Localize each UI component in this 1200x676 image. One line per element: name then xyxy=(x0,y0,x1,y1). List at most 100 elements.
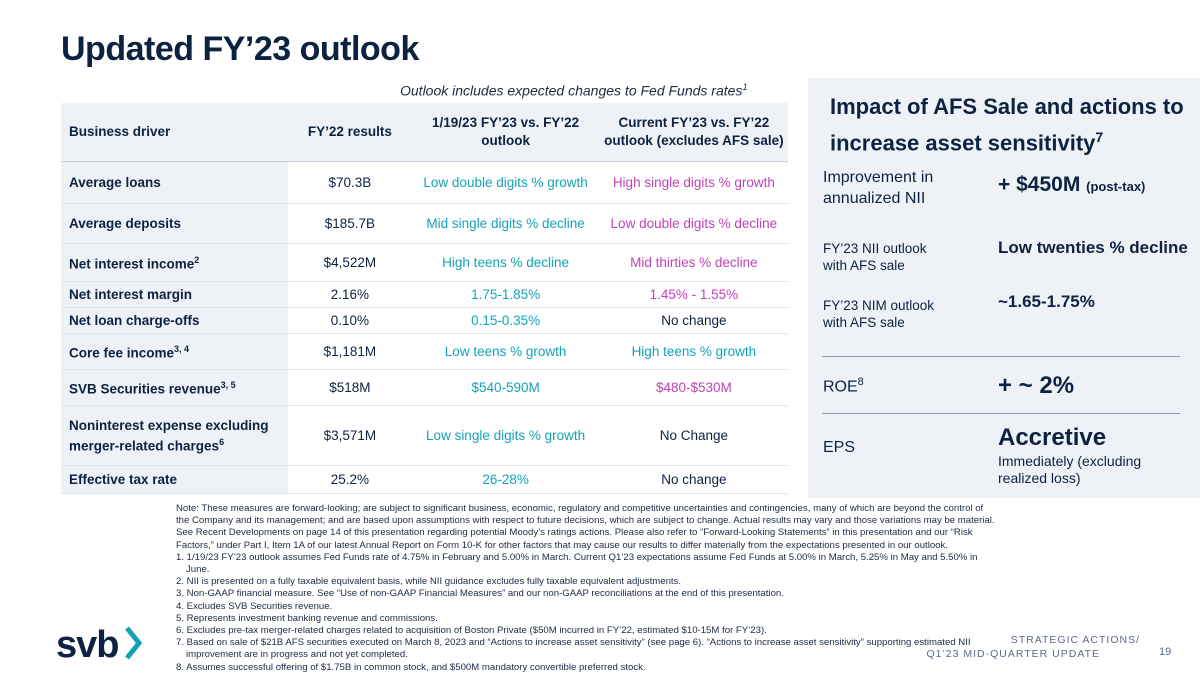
table-row: Net loan charge-offs 0.10% 0.15-0.35% No ch… xyxy=(61,307,788,334)
footer-line-2: Q1’23 MID-QUARTER UPDATE xyxy=(926,648,1100,660)
driver-label: Effective tax rate xyxy=(69,472,178,487)
nim-outlook-value: ~1.65-1.75% xyxy=(998,292,1095,311)
page-title: Updated FY’23 outlook xyxy=(61,30,419,68)
cell-jan-outlook: Mid single digits % decline xyxy=(411,203,600,244)
footnote-list: 1. 1/19/23 FY’23 outlook assumes Fed Fun… xyxy=(176,552,998,674)
panel-divider-1 xyxy=(822,356,1180,357)
roe-footnote: 8 xyxy=(857,376,864,388)
driver-label: Average loans xyxy=(69,175,161,190)
cell-business-driver: Net interest margin xyxy=(61,281,289,308)
driver-footnote: 3, 4 xyxy=(174,344,190,355)
table-body: Average loans $70.3B Low double digits % g… xyxy=(61,161,788,494)
footnote-intro: Note: These measures are forward-looking… xyxy=(176,503,995,551)
cell-jan-outlook: $540-590M xyxy=(411,369,600,406)
footnote-item: 2. NII is presented on a fully taxable e… xyxy=(176,576,682,588)
subtitle-footnote: 1 xyxy=(742,82,748,92)
footnote-item: 8. Assumes successful offering of $1.75B… xyxy=(176,661,646,673)
cell-fy22-results: $3,571M xyxy=(288,405,412,466)
cell-jan-outlook: Low single digits % growth xyxy=(411,405,600,466)
footnote-item: 4. Excludes SVB Securities revenue. xyxy=(176,600,333,612)
cell-fy22-results: 25.2% xyxy=(288,465,412,494)
driver-footnote: 6 xyxy=(219,436,225,447)
roe-label: ROE8 xyxy=(823,372,864,397)
driver-footnote: 3, 5 xyxy=(220,380,236,391)
cell-business-driver: SVB Securities revenue3, 5 xyxy=(61,369,289,406)
header-current-outlook: Current FY’23 vs. FY’22 outlook (exclude… xyxy=(599,103,788,162)
driver-label: Net interest margin xyxy=(69,287,193,302)
roe-label-text: ROE xyxy=(823,378,858,396)
cell-fy22-results: $4,522M xyxy=(288,243,412,282)
driver-footnote: 2 xyxy=(194,255,200,266)
driver-label: Average deposits xyxy=(69,216,182,231)
outlook-table: Business driver FY’22 results 1/19/23 FY… xyxy=(61,103,788,494)
cell-business-driver: Net loan charge-offs xyxy=(61,307,289,334)
footnote-item: 5. Represents investment banking revenue… xyxy=(176,612,438,624)
cell-jan-outlook: Low teens % growth xyxy=(411,333,600,370)
nim-outlook-label: FY’23 NIM outlook with AFS sale xyxy=(823,298,935,330)
cell-fy22-results: $518M xyxy=(288,369,412,406)
cell-jan-outlook: Low double digits % growth xyxy=(411,161,600,204)
nii-outlook-value: Low twenties % decline xyxy=(998,238,1188,257)
cell-current-outlook: No change xyxy=(599,307,788,334)
cell-business-driver: Core fee income3, 4 xyxy=(61,333,289,370)
driver-label: Noninterest expense excluding merger-rel… xyxy=(69,417,269,454)
driver-label: Core fee income xyxy=(69,345,175,361)
table-subtitle: Outlook includes expected changes to Fed… xyxy=(400,82,747,99)
cell-current-outlook: $480-$530M xyxy=(599,369,788,406)
cell-current-outlook: High teens % growth xyxy=(599,333,788,370)
header-jan-outlook: 1/19/23 FY’23 vs. FY’22 outlook xyxy=(411,103,600,162)
eps-value: Accretive xyxy=(998,424,1107,451)
cell-fy22-results: $1,181M xyxy=(288,333,412,370)
cell-current-outlook: Mid thirties % decline xyxy=(599,243,788,282)
svb-logo: svb xyxy=(56,624,119,666)
cell-jan-outlook: 1.75-1.85% xyxy=(411,281,600,308)
header-business-driver: Business driver xyxy=(61,103,289,162)
cell-fy22-results: 2.16% xyxy=(288,281,412,308)
cell-jan-outlook: 0.15-0.35% xyxy=(411,307,600,334)
cell-business-driver: Net interest income2 xyxy=(61,243,289,282)
subtitle-text: Outlook includes expected changes to Fed… xyxy=(400,82,743,99)
table-row: Effective tax rate 25.2% 26-28% No change xyxy=(61,465,788,494)
page-number: 19 xyxy=(1159,646,1172,658)
cell-current-outlook: 1.45% - 1.55% xyxy=(599,281,788,308)
footnote-item: 1. 1/19/23 FY’23 outlook assumes Fed Fun… xyxy=(176,551,978,576)
cell-current-outlook: High single digits % growth xyxy=(599,161,788,204)
footnotes: Note: These measures are forward-looking… xyxy=(176,503,998,674)
panel-title-text: Impact of AFS Sale and actions to increa… xyxy=(830,94,1184,156)
cell-fy22-results: 0.10% xyxy=(288,307,412,334)
nii-value-text: + $450M xyxy=(998,173,1081,196)
table-row: Net interest income2 $4,522M High teens % … xyxy=(61,243,788,282)
table-row: Core fee income3, 4 $1,181M Low teens % gr… xyxy=(61,333,788,370)
roe-value: + ~ 2% xyxy=(998,372,1075,399)
nii-improvement-label: Improvement in annualized NII xyxy=(823,169,934,207)
footnote-item: 3. Non-GAAP financial measure. See “Use … xyxy=(176,588,784,600)
cell-business-driver: Noninterest expense excluding merger-rel… xyxy=(61,405,289,466)
table-row: Noninterest expense excluding merger-rel… xyxy=(61,405,788,466)
cell-business-driver: Average deposits xyxy=(61,203,289,244)
footer-line-1: STRATEGIC ACTIONS/ xyxy=(1010,634,1140,646)
cell-jan-outlook: High teens % decline xyxy=(411,243,600,282)
table-row: Average loans $70.3B Low double digits % g… xyxy=(61,161,788,204)
cell-current-outlook: No change xyxy=(599,465,788,494)
driver-label: Net loan charge-offs xyxy=(69,313,200,328)
driver-label: SVB Securities revenue xyxy=(69,381,221,397)
cell-jan-outlook: 26-28% xyxy=(411,465,600,494)
cell-fy22-results: $70.3B xyxy=(288,161,412,204)
afs-impact-panel xyxy=(808,78,1200,498)
cell-current-outlook: No Change xyxy=(599,405,788,466)
driver-label: Net interest income xyxy=(69,256,195,272)
footer-title: STRATEGIC ACTIONS/ Q1’23 MID-QUARTER UPD… xyxy=(926,633,1140,661)
panel-title-footnote: 7 xyxy=(1095,129,1104,145)
nii-value-note: (post-tax) xyxy=(1086,179,1146,194)
cell-business-driver: Effective tax rate xyxy=(61,465,289,494)
chevron-right-icon xyxy=(125,626,142,660)
table-header-row: Business driver FY’22 results 1/19/23 FY… xyxy=(61,103,788,162)
nii-improvement-value: + $450M (post-tax) xyxy=(998,173,1145,197)
header-fy22-results: FY’22 results xyxy=(288,103,412,162)
cell-business-driver: Average loans xyxy=(61,161,289,204)
table-row: SVB Securities revenue3, 5 $518M $540-590M… xyxy=(61,369,788,406)
panel-divider-2 xyxy=(822,413,1180,414)
cell-fy22-results: $185.7B xyxy=(288,203,412,244)
panel-title: Impact of AFS Sale and actions to increa… xyxy=(830,92,1190,158)
footnote-item: 6. Excludes pre-tax merger-related charg… xyxy=(176,625,767,637)
